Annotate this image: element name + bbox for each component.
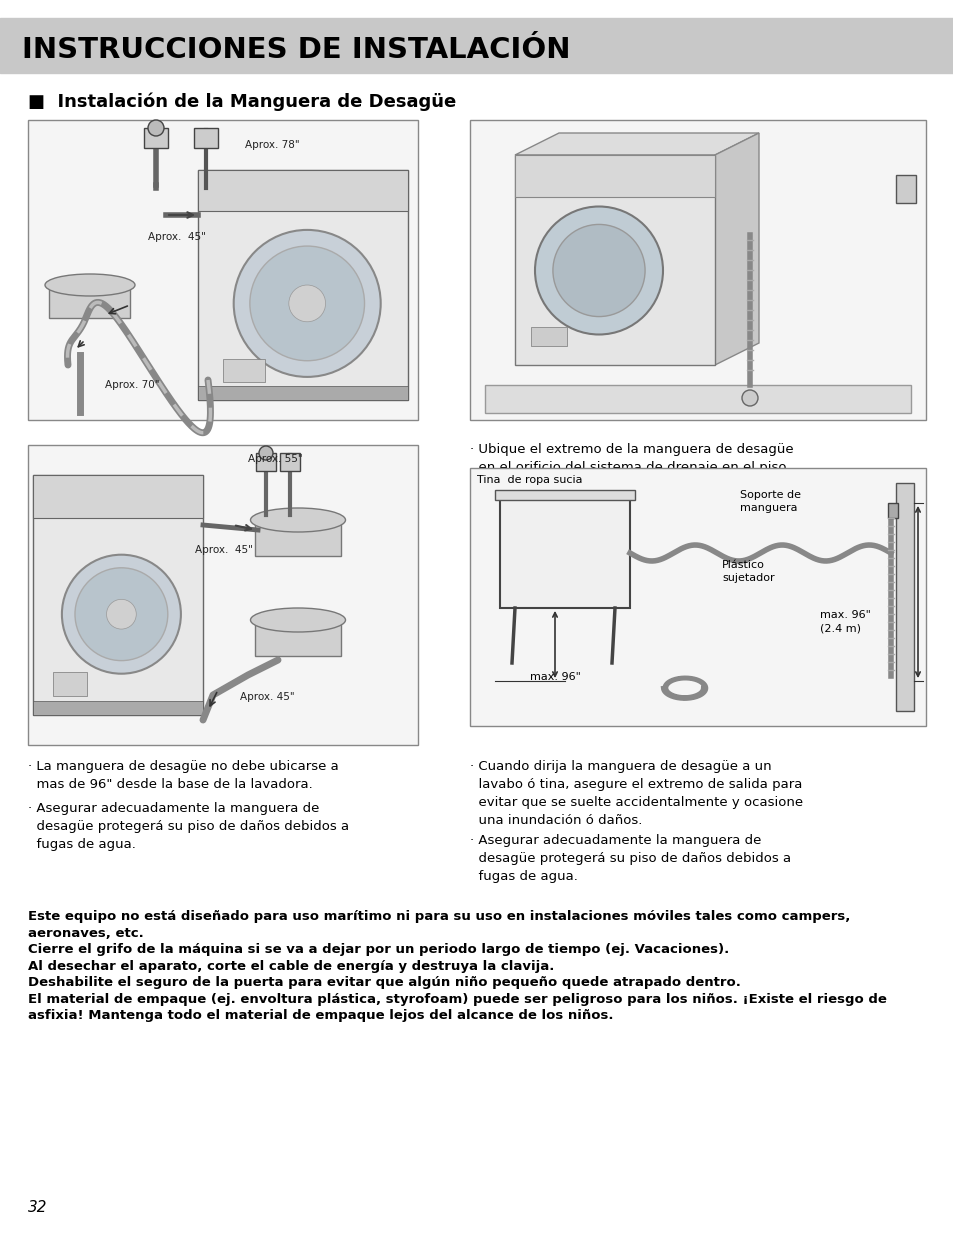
Polygon shape [714,133,759,365]
Text: Cierre el grifo de la máquina si se va a dejar por un periodo largo de tiempo (e: Cierre el grifo de la máquina si se va a… [28,943,728,956]
Text: ■  Instalación de la Manguera de Desagüe: ■ Instalación de la Manguera de Desagüe [28,92,456,111]
Bar [50,285,131,318]
Text: El material de empaque (ej. envoltura plástica, styrofoam) puede ser peligroso p: El material de empaque (ej. envoltura pl… [28,992,886,1006]
Bar [28,445,417,745]
Text: Aprox. 78": Aprox. 78" [245,140,299,150]
Text: (2.4 m): (2.4 m) [820,623,861,633]
Circle shape [535,206,662,334]
Circle shape [62,554,181,674]
Bar [0,17,953,73]
Text: · Asegurar adecuadamente la manguera de
  desagüe protegerá su piso de daños deb: · Asegurar adecuadamente la manguera de … [470,834,790,883]
Polygon shape [515,133,759,155]
Text: Plástico: Plástico [721,561,764,571]
Bar [531,327,566,346]
Circle shape [553,225,644,317]
Text: 32: 32 [28,1199,48,1214]
Circle shape [233,230,380,377]
Text: · Cuando dirija la manguera de desagüe a un
  lavabo ó tina, asegure el extremo : · Cuando dirija la manguera de desagüe a… [470,759,802,827]
Bar [495,490,635,500]
Bar [53,671,88,696]
Bar [223,358,265,382]
Ellipse shape [251,608,345,631]
Bar [198,387,408,400]
Text: asfixia! Mantenga todo el material de empaque lejos del alcance de los niños.: asfixia! Mantenga todo el material de em… [28,1009,613,1022]
Text: INSTRUCCIONES DE INSTALACIÓN: INSTRUCCIONES DE INSTALACIÓN [22,36,570,63]
Bar [280,452,299,471]
Text: sujetador: sujetador [721,573,774,583]
Bar [255,452,275,471]
Circle shape [741,390,758,406]
Bar [255,620,340,656]
Circle shape [250,246,364,360]
Bar [499,498,629,608]
Text: manguera: manguera [740,503,797,513]
Bar [895,175,915,203]
Text: Aprox.  45": Aprox. 45" [148,232,206,242]
Bar [470,121,925,420]
Bar [895,484,913,711]
Bar [33,701,203,715]
Text: Deshabilite el seguro de la puerta para evitar que algún niño pequeño quede atra: Deshabilite el seguro de la puerta para … [28,976,740,989]
Ellipse shape [45,273,135,296]
Bar [33,475,203,518]
Circle shape [289,285,325,322]
Bar [144,128,168,148]
Text: Tina  de ropa sucia: Tina de ropa sucia [476,475,582,485]
Ellipse shape [251,508,345,532]
Circle shape [107,599,136,629]
Bar [470,469,925,726]
Bar [28,121,417,420]
Bar [515,155,714,365]
Text: Soporte de: Soporte de [740,490,801,500]
Bar [255,520,340,556]
Bar [193,128,218,148]
Bar [484,385,910,413]
Text: Este equipo no está diseñado para uso marítimo ni para su uso en instalaciones m: Este equipo no está diseñado para uso ma… [28,910,849,924]
Text: Al desechar el aparato, corte el cable de energía y destruya la clavija.: Al desechar el aparato, corte el cable d… [28,960,554,972]
Circle shape [258,446,273,460]
Circle shape [75,568,168,660]
Circle shape [148,121,164,135]
Bar [887,503,897,518]
Bar [198,170,408,400]
Text: Aprox.  45": Aprox. 45" [194,544,253,556]
Bar [198,170,408,211]
Text: · Asegurar adecuadamente la manguera de
  desagüe protegerá su piso de daños deb: · Asegurar adecuadamente la manguera de … [28,802,349,851]
Text: aeronaves, etc.: aeronaves, etc. [28,926,144,940]
Text: max. 96": max. 96" [820,610,870,620]
Text: Aprox. 45": Aprox. 45" [240,692,294,702]
Bar [515,155,714,196]
Text: · La manguera de desagüe no debe ubicarse a
  mas de 96" desde la base de la lav: · La manguera de desagüe no debe ubicars… [28,759,338,791]
Text: Aprox. 70": Aprox. 70" [105,380,159,390]
Text: · Ubique el extremo de la manguera de desagüe
  en el orificio del sistema de dr: · Ubique el extremo de la manguera de de… [470,443,793,474]
Text: max. 96": max. 96" [530,672,580,682]
Bar [33,475,203,715]
Text: Aprox. 55": Aprox. 55" [248,454,302,464]
